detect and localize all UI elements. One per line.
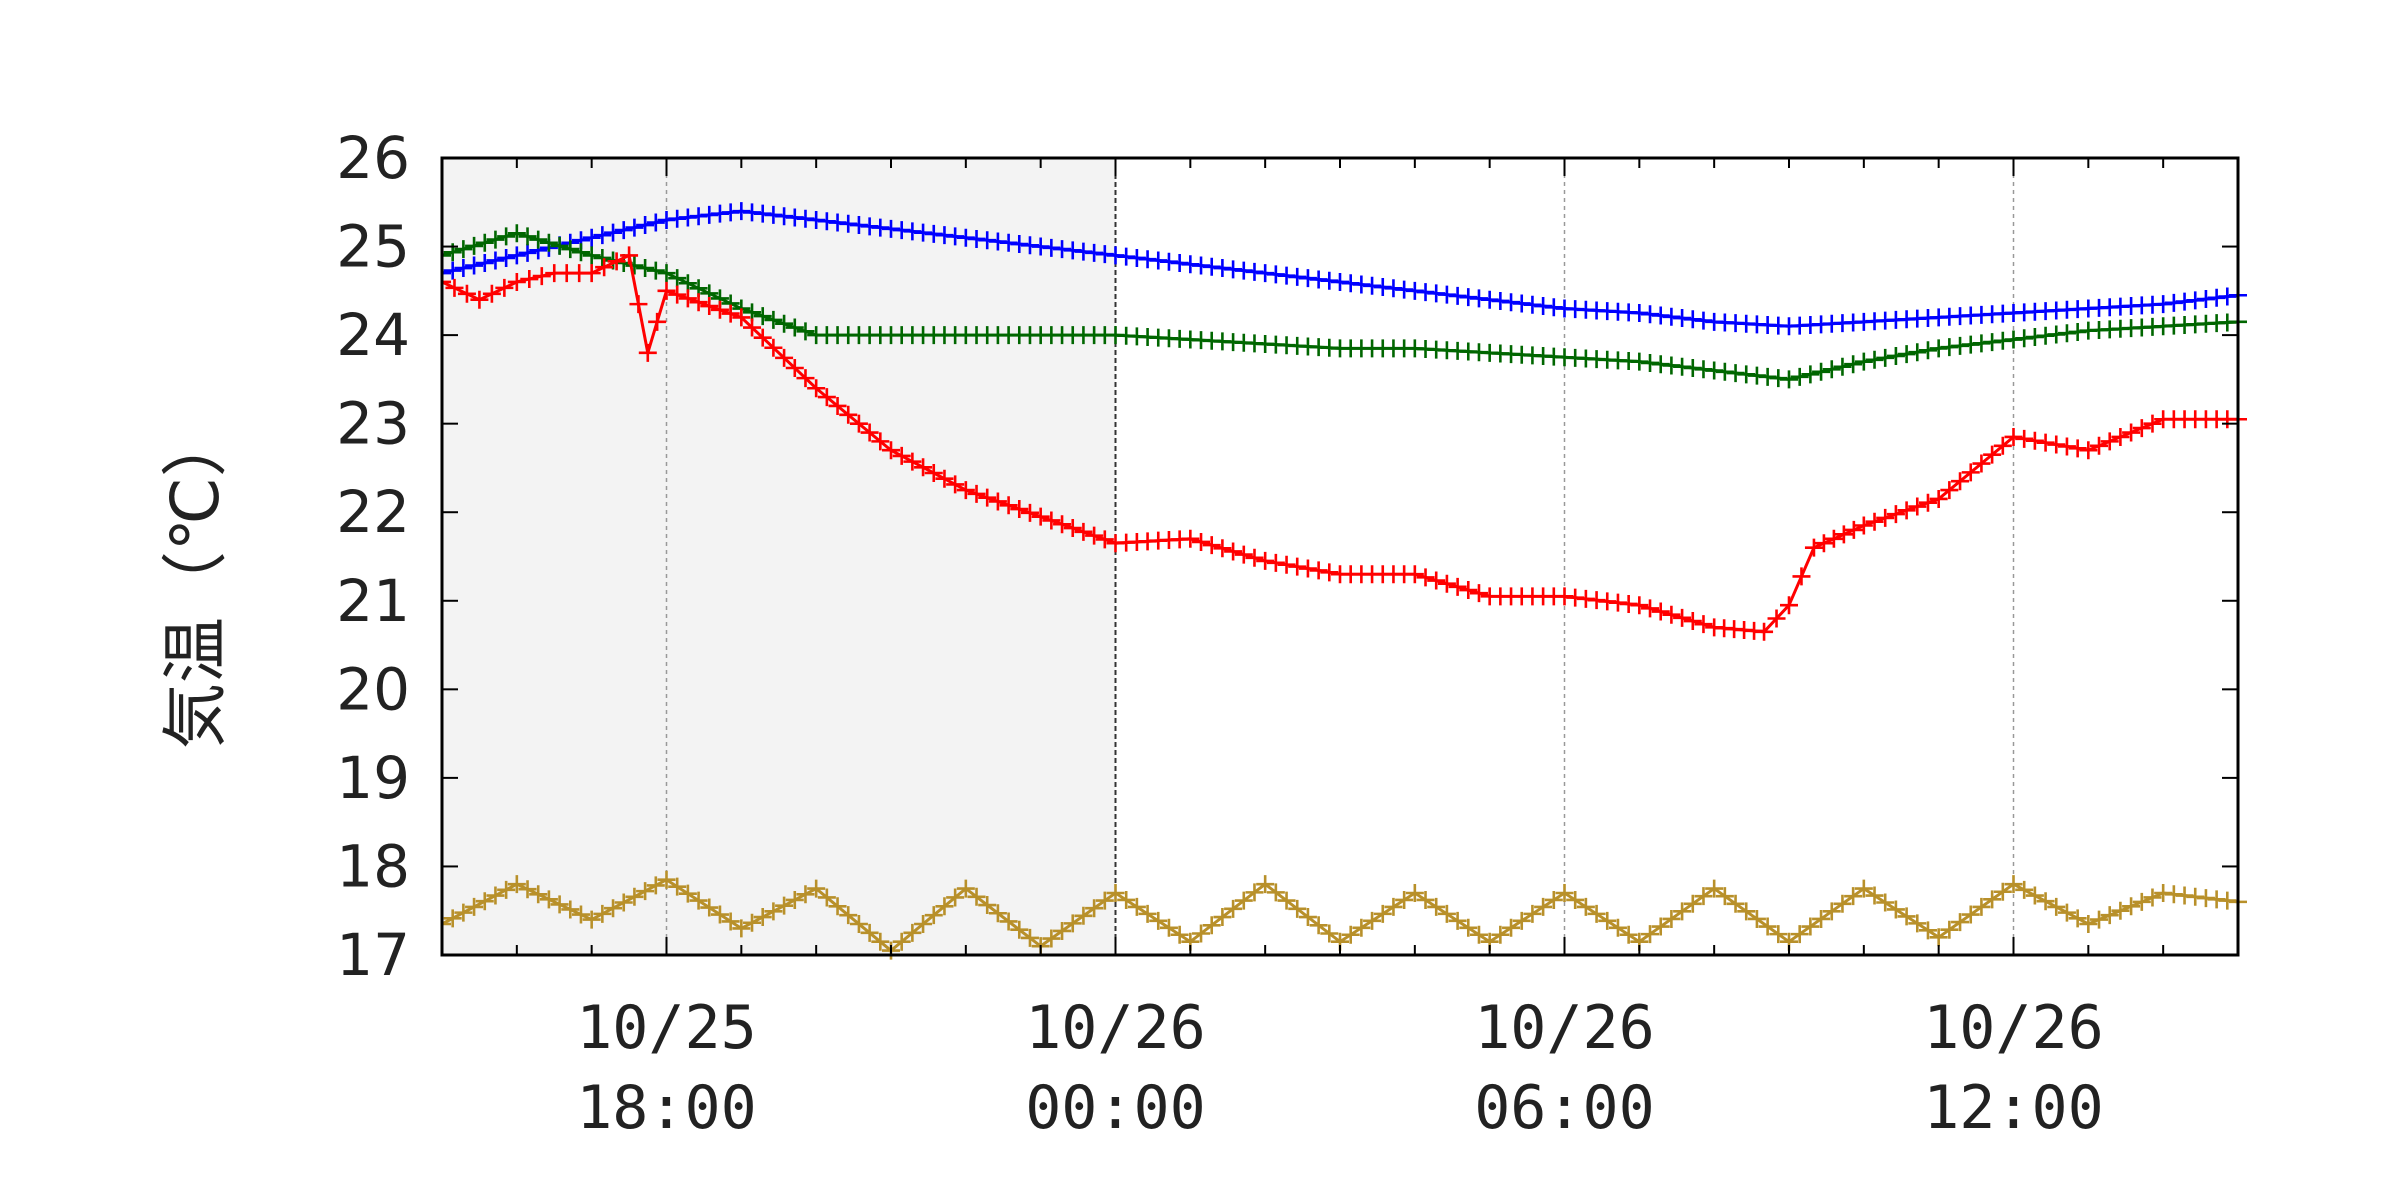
plot-background — [442, 158, 1116, 955]
plot-frame — [440, 156, 2240, 957]
series-1 — [442, 202, 2247, 336]
y-axis-label: 気温（℃） — [157, 411, 234, 749]
y-tick-label: 23 — [336, 390, 410, 458]
series-markers — [442, 246, 2247, 641]
y-tick-label: 17 — [336, 921, 410, 989]
x-tick-label-date: 10/26 — [1474, 993, 1655, 1063]
y-tick-label: 19 — [336, 744, 410, 812]
series-3 — [442, 246, 2247, 641]
x-tick-label-time: 00:00 — [1025, 1073, 1206, 1143]
night-shading — [442, 158, 1116, 955]
y-tick-label: 20 — [336, 655, 410, 723]
x-tick-label-time: 06:00 — [1474, 1073, 1655, 1143]
x-tick-label-date: 10/26 — [1025, 993, 1206, 1063]
x-tick-label-date: 10/26 — [1923, 993, 2104, 1063]
y-axis: 17 18 19 20 21 22 23 24 25 26 — [336, 124, 2238, 989]
y-tick-label: 26 — [336, 124, 410, 192]
series-markers — [442, 224, 2247, 389]
y-tick-label: 25 — [336, 213, 410, 281]
x-tick-label-date: 10/25 — [576, 993, 757, 1063]
grid-lines — [665, 158, 2015, 955]
x-tick-label-time: 12:00 — [1923, 1073, 2104, 1143]
series-markers — [442, 202, 2247, 336]
x-axis: 10/25 18:00 10/26 00:00 10/26 06:00 10/26 12:00 — [576, 993, 2104, 1143]
series-layer — [442, 202, 2247, 960]
y-tick-label: 21 — [336, 567, 410, 635]
y-tick-label: 22 — [336, 478, 410, 546]
y-tick-label: 18 — [336, 832, 410, 900]
x-tick-label-time: 18:00 — [576, 1073, 757, 1143]
y-tick-label: 24 — [336, 301, 410, 369]
